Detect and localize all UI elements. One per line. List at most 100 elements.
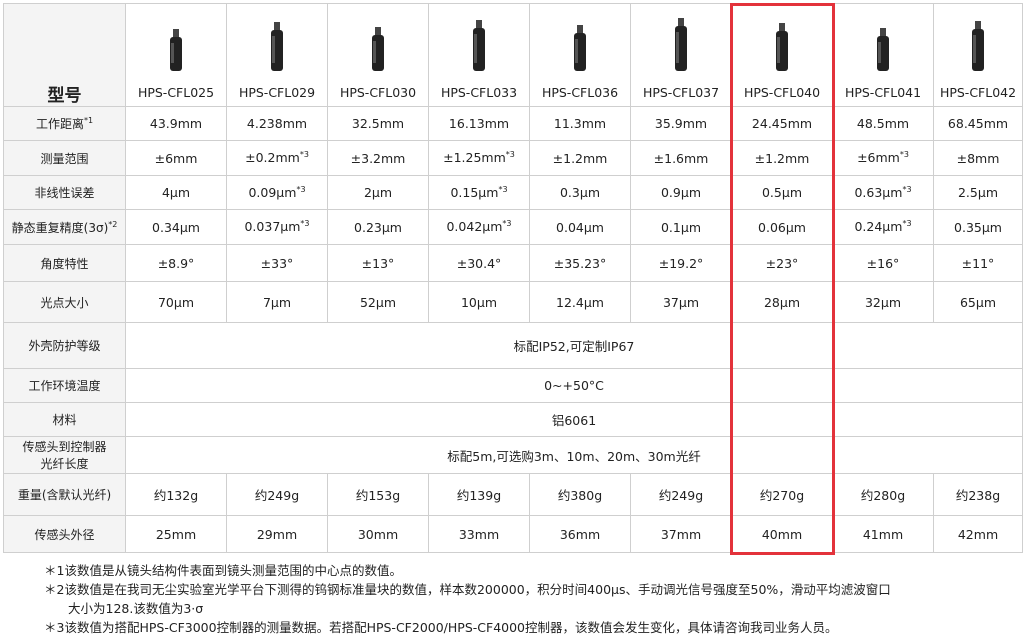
cell-text: 25mm: [155, 526, 197, 542]
value-cell: 0.35μm: [933, 209, 1023, 245]
cell-text: 70μm: [157, 294, 195, 310]
cell-text: 4.238mm: [246, 116, 308, 131]
footnote-ref: *3: [300, 219, 310, 229]
sensor-image: [372, 27, 384, 71]
value-cell: 24.45mm: [731, 106, 833, 141]
model-name: HPS-CFL040: [743, 85, 821, 100]
row-label-cell: 角度特性: [3, 244, 126, 282]
value-cell: 30mm: [327, 515, 429, 553]
cell-text: 12.4μm: [556, 294, 604, 310]
cell-text: 0.15μm: [450, 185, 499, 201]
value-cell: 28μm: [731, 281, 833, 323]
cell-text: ±33°: [260, 255, 294, 271]
value-cell: 约249g: [630, 473, 732, 516]
model-name: HPS-CFL025: [137, 85, 215, 100]
row-label: 光点大小: [40, 295, 89, 310]
cell-text: 约139g: [456, 488, 502, 503]
footnote-ref: *3: [902, 184, 912, 194]
cell-text: ±6mm: [857, 150, 900, 166]
value-cell: 29mm: [226, 515, 328, 553]
cell-text: 0.34μm: [152, 219, 200, 235]
row-label: 工作距离: [35, 117, 84, 131]
cell-text: ±16°: [866, 255, 900, 271]
row-label: 非线性误差: [34, 186, 95, 200]
cell-text: ±23°: [765, 255, 799, 271]
footnote-line: ＊1该数值是从镜头结构件表面到镜头测量范围的中心点的数值。: [44, 563, 402, 578]
row-label-cell: 材料: [3, 402, 126, 437]
row-label-cell: 测量范围: [3, 140, 126, 176]
value-cell: ±19.2°: [630, 244, 732, 282]
row-label-cell: 非线性误差: [3, 175, 126, 210]
cell-text: ±1.2mm: [754, 150, 810, 166]
model-cell: HPS-CFL042: [933, 3, 1023, 107]
value-cell: ±1.2mm: [529, 140, 631, 176]
value-cell: 65μm: [933, 281, 1023, 323]
cell-text: ±19.2°: [658, 255, 704, 271]
model-name: HPS-CFL033: [440, 85, 518, 100]
sensor-image: [675, 18, 687, 71]
sensor-image: [473, 20, 485, 71]
cell-text: 10μm: [460, 294, 498, 310]
value-cell: 36mm: [529, 515, 631, 553]
model-cell: HPS-CFL033: [428, 3, 530, 107]
footnote-line: ＊3该数值为搭配HPS-CF3000控制器的测量数据。若搭配HPS-CF2000…: [44, 620, 838, 635]
row-label-cell: 外壳防护等级: [3, 322, 126, 369]
cell-text: 0.9μm: [660, 185, 701, 200]
footnote-ref: *3: [296, 184, 306, 194]
footnote-ref: *3: [502, 219, 512, 229]
cell-text: 标配IP52,可定制IP67: [513, 339, 635, 354]
header-title: 型号: [47, 86, 82, 106]
sensor-image: [877, 28, 889, 71]
value-cell: 0.23μm: [327, 209, 429, 245]
value-cell: 35.9mm: [630, 106, 732, 141]
value-cell: ±30.4°: [428, 244, 530, 282]
value-cell: ±11°: [933, 244, 1023, 282]
row-label: 角度特性: [40, 256, 89, 271]
value-cell: 0.34μm: [125, 209, 227, 245]
cell-text: 35.9mm: [654, 116, 708, 131]
value-cell: 68.45mm: [933, 106, 1023, 141]
cell-text: 30mm: [357, 526, 399, 542]
value-cell: ±6mm*3: [832, 140, 934, 176]
cell-text: 0.5μm: [761, 185, 802, 200]
cell-text: ±1.25mm: [443, 150, 506, 166]
cell-text: 7μm: [262, 294, 292, 310]
value-cell: 2μm: [327, 175, 429, 210]
row-label: 传感头到控制器: [22, 440, 107, 454]
row-label: 材料: [52, 413, 77, 427]
value-cell: 37μm: [630, 281, 732, 323]
value-cell: 43.9mm: [125, 106, 227, 141]
cell-text: 0.35μm: [954, 219, 1002, 235]
cell-text: 约380g: [557, 488, 603, 503]
row-label: 传感头外径: [34, 527, 95, 542]
footnote-ref: *1: [83, 116, 94, 125]
row-label-cell: 传感头外径: [3, 515, 126, 553]
cell-text: 约238g: [955, 488, 1001, 503]
model-cell: HPS-CFL029: [226, 3, 328, 107]
value-cell: 约270g: [731, 473, 833, 516]
cell-text: ±13°: [361, 255, 395, 271]
value-cell: 37mm: [630, 515, 732, 553]
cell-text: 48.5mm: [856, 116, 910, 131]
value-cell: ±8mm: [933, 140, 1023, 176]
sensor-image: [972, 21, 984, 71]
cell-text: 0.3μm: [559, 185, 600, 200]
value-cell: 4.238mm: [226, 106, 328, 141]
spec-row: 传感头外径 25mm 29mm 30mm 33mm 36mm 37mm 40mm 41mm 42m…: [3, 515, 1023, 553]
value-cell: 约249g: [226, 473, 328, 516]
row-label-cell: 工作距离*1: [3, 106, 126, 141]
cell-text: 约249g: [658, 488, 704, 503]
value-cell: 11.3mm: [529, 106, 631, 141]
cell-text: 65μm: [959, 294, 997, 310]
spec-row: 测量范围 ±6mm ±0.2mm*3 ±3.2mm ±1.25mm*3 ±1.2mm ±1.…: [3, 140, 1023, 176]
value-cell: ±1.25mm*3: [428, 140, 530, 176]
sensor-image: [776, 23, 788, 71]
cell-text: 32.5mm: [351, 116, 405, 131]
value-cell: ±13°: [327, 244, 429, 282]
value-cell: 约132g: [125, 473, 227, 516]
value-cell: 0.09μm*3: [226, 175, 328, 210]
row-label-cell: 重量(含默认光纤): [3, 473, 126, 516]
value-cell: 约153g: [327, 473, 429, 516]
cell-text: 0.042μm: [446, 219, 503, 235]
